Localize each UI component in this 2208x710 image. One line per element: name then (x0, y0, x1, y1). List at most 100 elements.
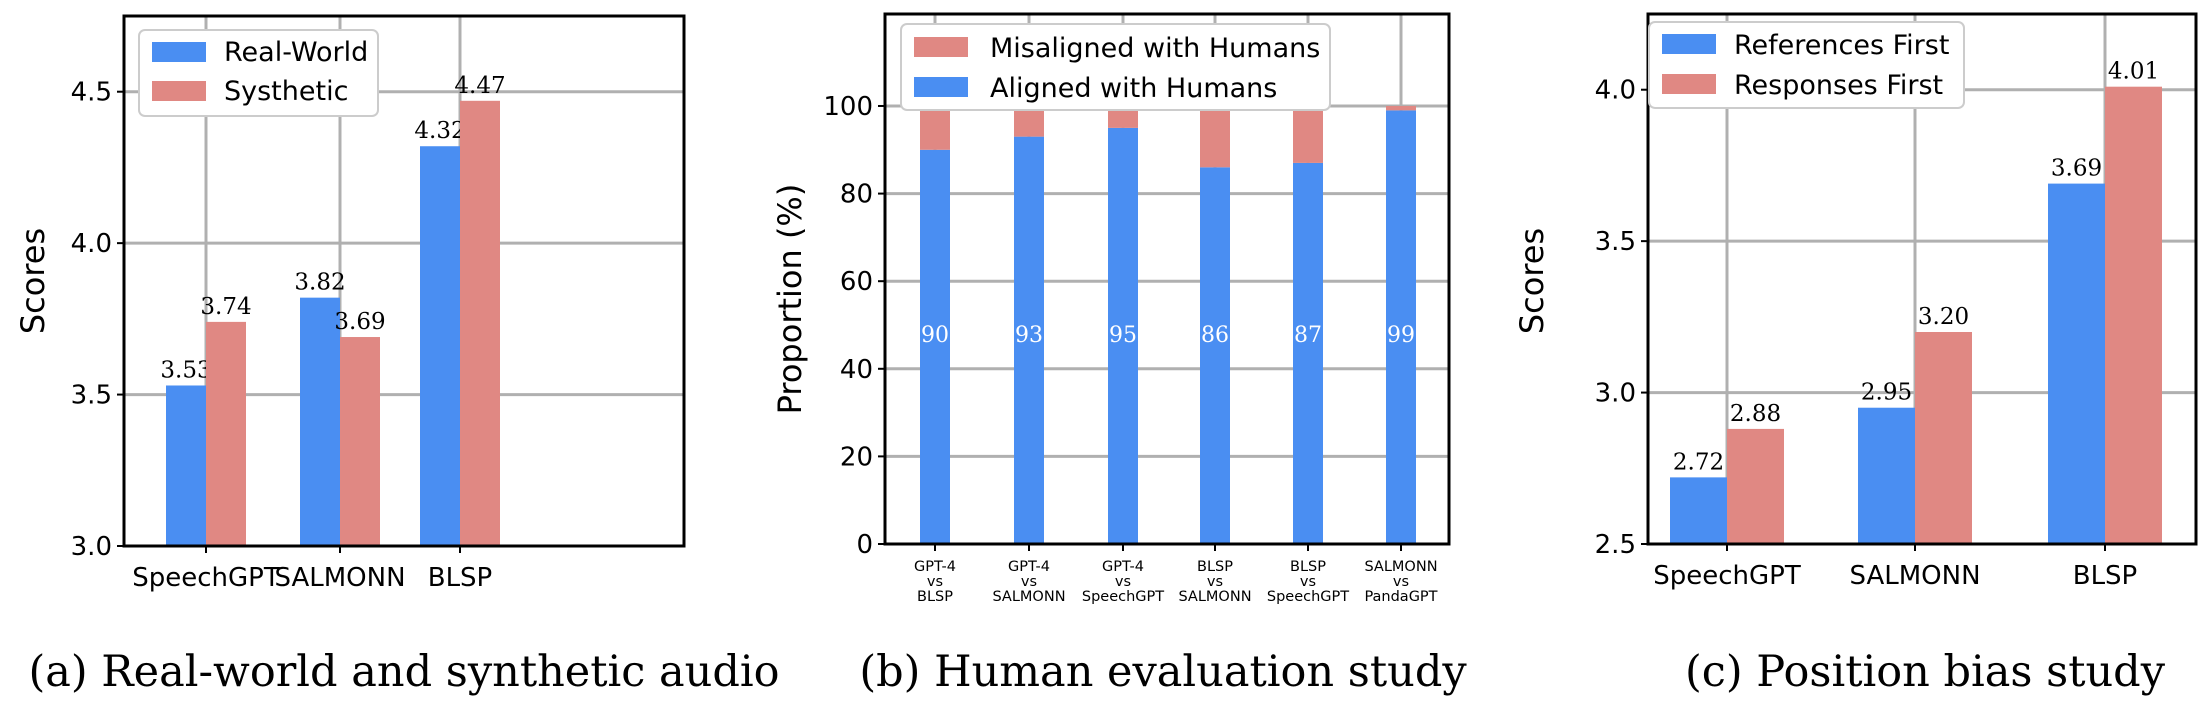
y-tick-label: 100 (823, 92, 873, 122)
value-label-aligned-blsp-vs-salmonn: 86 (1201, 323, 1229, 348)
value-label-real-world-salmonn: 3.82 (294, 270, 345, 296)
value-label-real-world-blsp: 4.32 (414, 118, 465, 144)
x-tick-label-gpt-4-vs-speechgpt: GPT-4 vs SpeechGPT (1082, 559, 1164, 605)
plot-frame (883, 12, 1451, 546)
value-label-responses-first-speechgpt: 2.88 (1730, 401, 1781, 427)
y-tick-label: 3.5 (71, 381, 112, 411)
x-tick-label-blsp-vs-speechgpt: BLSP vs SpeechGPT (1267, 559, 1349, 605)
value-label-real-world-speechgpt: 3.53 (160, 357, 211, 383)
value-label-references-first-salmonn: 2.95 (1861, 380, 1912, 406)
y-tick-label: 4.0 (1595, 76, 1636, 106)
caption-b: (b) Human evaluation study (859, 647, 1467, 697)
bar-aligned-blsp-vs-speechgpt (1293, 162, 1323, 545)
bar-real-world-salmonn (300, 297, 340, 546)
x-tick-label-line: vs (1021, 574, 1037, 590)
value-label-aligned-blsp-vs-speechgpt: 87 (1294, 323, 1322, 348)
x-tick-label-line: BLSP (917, 589, 953, 605)
bar-misaligned-gpt-4-vs-salmonn (1014, 105, 1044, 137)
bar-systhetic-salmonn (340, 337, 380, 546)
y-tick-label: 60 (840, 267, 873, 297)
x-tick-label-line: SALMONN (992, 589, 1065, 605)
x-tick-label-line: vs (1393, 574, 1409, 590)
y-tick-label: 2.5 (1595, 530, 1636, 560)
x-tick-label-line: SALMONN (1364, 559, 1437, 575)
legend-label-references-first: References First (1734, 30, 1949, 61)
legend-swatch-misaligned (914, 37, 968, 57)
bar-aligned-gpt-4-vs-salmonn (1014, 136, 1044, 544)
legend: Misaligned with Humans Aligned with Huma… (900, 23, 1331, 111)
value-label-references-first-speechgpt: 2.72 (1673, 449, 1724, 475)
bar-aligned-gpt-4-vs-speechgpt (1108, 127, 1138, 544)
y-tick-label: 20 (840, 442, 873, 472)
bar-misaligned-gpt-4-vs-speechgpt (1108, 105, 1138, 128)
y-tick-label: 3.0 (1595, 379, 1636, 409)
y-axis-label: Proportion (%) (771, 184, 809, 415)
value-label-aligned-gpt-4-vs-speechgpt: 95 (1109, 323, 1137, 348)
y-axis-label: Scores (14, 228, 52, 334)
y-tick-label: 4.5 (71, 78, 112, 108)
x-tick-label-line: SALMONN (1178, 589, 1251, 605)
bar-misaligned-blsp-vs-salmonn (1200, 105, 1230, 168)
legend-label-responses-first: Responses First (1734, 70, 1943, 101)
x-tick-label-line: GPT-4 (1008, 559, 1050, 575)
y-tick-label: 3.0 (71, 532, 112, 562)
x-tick-label-salmonn-vs-pandagpt: SALMONN vs PandaGPT (1364, 559, 1437, 605)
bar-aligned-gpt-4-vs-blsp (920, 149, 950, 544)
x-tick-label-line: PandaGPT (1364, 589, 1437, 605)
y-tick-label: 80 (840, 180, 873, 210)
x-tick-label-blsp-vs-salmonn: BLSP vs SALMONN (1178, 559, 1251, 605)
bar-aligned-blsp-vs-salmonn (1200, 167, 1230, 544)
x-tick-label-speechgpt: SpeechGPT (1653, 561, 1801, 591)
legend-swatch-synthetic (152, 81, 206, 101)
caption-a: (a) Real-world and synthetic audio (28, 647, 779, 697)
x-tick-label-line: BLSP (1197, 559, 1233, 575)
value-label-references-first-blsp: 3.69 (2051, 156, 2102, 182)
x-tick-label-line: vs (927, 574, 943, 590)
bar-real-world-blsp (420, 146, 460, 546)
x-tick-label-line: vs (1300, 574, 1316, 590)
x-tick-label-line: SpeechGPT (1267, 589, 1349, 605)
value-label-systhetic-speechgpt: 3.74 (200, 294, 251, 320)
x-tick-label-gpt-4-vs-salmonn: GPT-4 vs SALMONN (992, 559, 1065, 605)
value-label-aligned-gpt-4-vs-salmonn: 93 (1015, 323, 1043, 348)
x-tick-label-gpt-4-vs-blsp: GPT-4 vs BLSP (914, 559, 956, 605)
x-tick-label-salmonn: SALMONN (274, 563, 405, 593)
bar-references-first-blsp (2048, 183, 2105, 544)
value-label-aligned-salmonn-vs-pandagpt: 99 (1387, 323, 1415, 348)
y-tick-label: 0 (856, 530, 873, 560)
x-tick-label-salmonn: SALMONN (1849, 561, 1980, 591)
value-label-aligned-gpt-4-vs-blsp: 90 (921, 323, 949, 348)
bar-references-first-speechgpt (1670, 477, 1727, 544)
plot-frame (1646, 12, 2198, 546)
legend-swatch-references-first (1662, 34, 1716, 54)
panel-position-bias: 2.722.88 2.95 3.20 3.69 4.01 2.5 3.0 3.5 4.0 Spe… (1513, 12, 2198, 697)
value-label-responses-first-blsp: 4.01 (2108, 59, 2159, 85)
legend-label-real-world: Real-World (224, 37, 368, 68)
bar-responses-first-speechgpt (1727, 428, 1784, 544)
caption-c: (c) Position bias study (1685, 647, 2166, 697)
bar-real-world-speechgpt (166, 385, 206, 546)
legend-swatch-aligned (914, 77, 968, 97)
value-label-systhetic-blsp: 4.47 (454, 73, 505, 99)
legend-swatch-real-world (152, 42, 206, 62)
panel-real-world-vs-synthetic: 3.53 3.74 3.82 3.69 4.32 4.47 3.0 3.5 4.0 4.5 Spe… (14, 14, 780, 697)
x-tick-label-blsp: BLSP (2073, 561, 2138, 591)
x-tick-label-line: SpeechGPT (1082, 589, 1164, 605)
x-tick-label-speechgpt: SpeechGPT (132, 563, 280, 593)
bar-systhetic-speechgpt (206, 321, 246, 546)
plot-frame (122, 14, 686, 548)
bar-misaligned-salmonn-vs-pandagpt (1386, 105, 1416, 111)
x-tick-label-line: vs (1207, 574, 1223, 590)
legend: References First Responses First (1648, 21, 1965, 109)
bar-aligned-salmonn-vs-pandagpt (1386, 110, 1416, 544)
bar-references-first-salmonn (1858, 407, 1915, 544)
legend-swatch-responses-first (1662, 74, 1716, 94)
y-tick-label: 4.0 (71, 229, 112, 259)
x-tick-label-line: GPT-4 (914, 559, 956, 575)
x-tick-label-line: vs (1115, 574, 1131, 590)
legend-label-synthetic: Systhetic (224, 76, 348, 107)
value-label-responses-first-salmonn: 3.20 (1918, 304, 1969, 330)
legend: Real-World Systhetic (138, 29, 379, 117)
